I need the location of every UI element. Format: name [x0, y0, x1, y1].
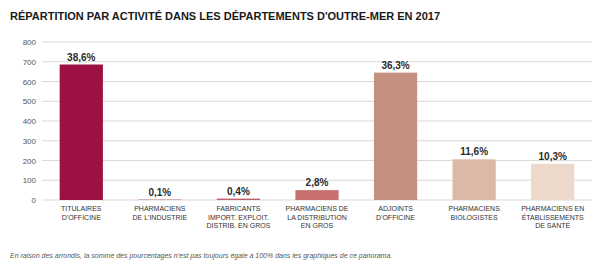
x-tick-label-line: LA DISTRIBUTION	[287, 214, 347, 221]
y-tick-label: 800	[23, 38, 37, 47]
x-tick-label-line: PHARMACIENS	[134, 205, 186, 212]
data-label: 0,4%	[227, 186, 250, 197]
bar	[217, 199, 260, 200]
x-tick-label: PHARMACIENS BIOLOGISTES	[448, 205, 500, 221]
grid-line	[42, 61, 592, 62]
bars	[60, 65, 575, 200]
y-tick-label: 100	[23, 176, 37, 185]
x-tick-label: ADJOINTS D'OFFICINE	[376, 205, 415, 221]
x-tick-label-line: DE SANTÉ	[535, 221, 570, 229]
x-tick-label-line: FABRICANTS	[216, 205, 260, 212]
x-tick-label-line: TITULAIRES	[61, 205, 102, 212]
data-label: 38,6%	[67, 52, 95, 63]
x-tick-label: PHARMACIENS ENÉTABLISSEMENTSDE SANTÉ	[521, 205, 584, 229]
x-tick-label: TITULAIRES D'OFFICINE	[61, 205, 102, 221]
x-tick-label-line: ÉTABLISSEMENTS	[522, 213, 584, 221]
bar	[138, 199, 181, 200]
footnote: En raison des arrondis, la somme des pou…	[10, 252, 392, 260]
x-tick-label-line: D'OFFICINE	[62, 214, 101, 221]
grid-line	[42, 81, 592, 82]
data-label: 2,8%	[306, 177, 329, 188]
grid-line	[42, 140, 592, 141]
data-label: 0,1%	[148, 187, 171, 198]
bar	[60, 65, 103, 200]
labels: 38,6% TITULAIRES D'OFFICINE 0,1% PHARMACIENS…	[61, 52, 584, 229]
x-tick-label-line: PHARMACIENS DE	[285, 205, 348, 212]
y-tick-label: 300	[23, 137, 37, 146]
x-tick-label-line: D'OFFICINE	[376, 214, 415, 221]
data-label: 36,3%	[381, 60, 409, 71]
x-tick-label-line: IMPORT. EXPLOIT.	[208, 214, 269, 221]
chart-container: RÉPARTITION PAR ACTIVITÉ DANS LES DÉPART…	[0, 0, 600, 264]
y-tick-label: 400	[23, 117, 37, 126]
bar	[453, 159, 496, 200]
y-axis: 0 100 200 300 400 500 600 700 800	[23, 38, 592, 205]
x-tick-label-line: DE L'INDUSTRIE	[133, 214, 188, 221]
x-tick-label: PHARMACIENS DE L'INDUSTRIE	[133, 205, 188, 221]
x-tick-label-line: EN GROS	[301, 222, 334, 229]
grid-line	[42, 121, 592, 122]
y-tick-label: 200	[23, 157, 37, 166]
x-tick-label-line: BIOLOGISTES	[451, 214, 498, 221]
title: RÉPARTITION PAR ACTIVITÉ DANS LES DÉPART…	[10, 10, 440, 22]
grid-line	[42, 101, 592, 102]
grid-line	[42, 160, 592, 161]
x-tick-label: FABRICANTS IMPORT. EXPLOIT.DISTRIB. EN GR…	[207, 205, 271, 229]
x-tick-label-line: ADJOINTS	[378, 205, 413, 212]
y-tick-label: 600	[23, 78, 37, 87]
y-tick-label: 700	[23, 58, 37, 67]
y-tick-label: 0	[32, 196, 37, 205]
grid-line	[42, 42, 592, 43]
bar	[374, 73, 417, 200]
x-tick-label-line: PHARMACIENS EN	[521, 205, 584, 212]
y-tick-label: 500	[23, 97, 37, 106]
data-label: 10,3%	[539, 151, 567, 162]
bar	[531, 164, 574, 200]
x-tick-label-line: PHARMACIENS	[448, 205, 500, 212]
x-tick-label: PHARMACIENS DE LA DISTRIBUTIONEN GROS	[285, 205, 348, 229]
chart: RÉPARTITION PAR ACTIVITÉ DANS LES DÉPART…	[0, 0, 600, 264]
bar	[295, 190, 338, 200]
data-label: 11,6%	[460, 146, 488, 157]
x-tick-label-line: DISTRIB. EN GROS	[207, 222, 271, 229]
